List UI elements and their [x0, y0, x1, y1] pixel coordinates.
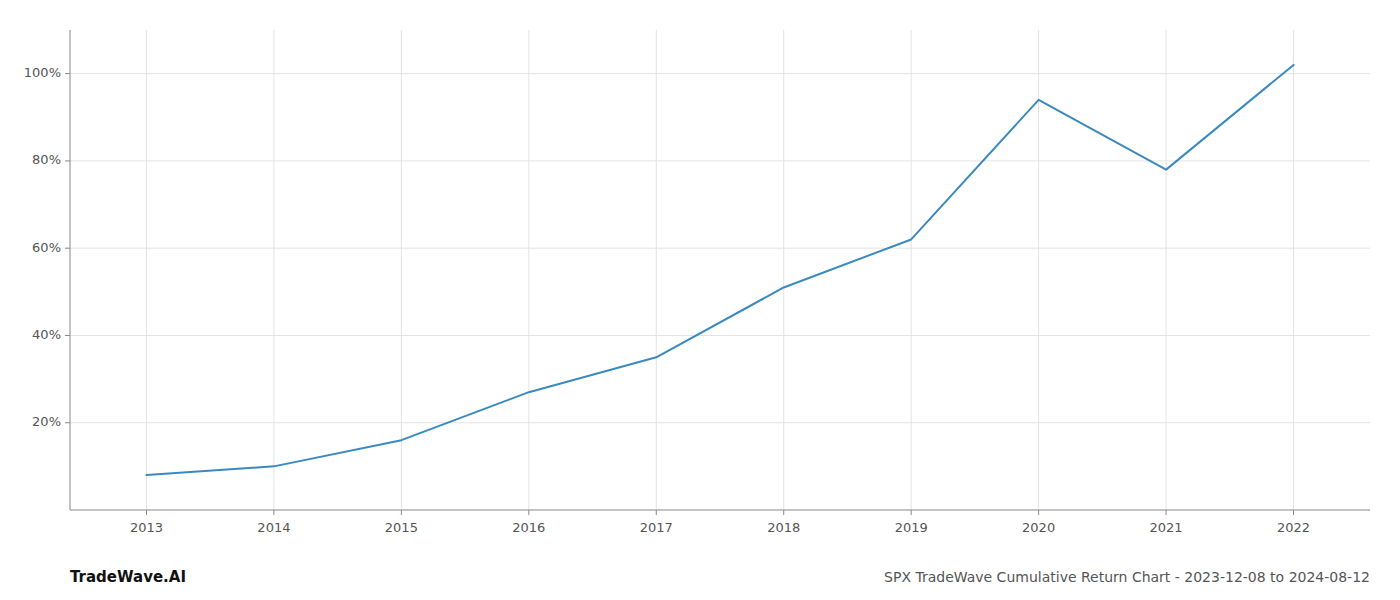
y-tick-label: 20% — [32, 414, 61, 429]
x-grid-line — [401, 30, 402, 510]
x-tick — [401, 510, 402, 515]
x-tick-label: 2013 — [130, 520, 163, 535]
series-line — [146, 65, 1293, 475]
x-tick-label: 2018 — [767, 520, 800, 535]
x-tick — [783, 510, 784, 515]
x-tick — [273, 510, 274, 515]
x-grid-line — [783, 30, 784, 510]
y-tick — [65, 73, 70, 74]
x-tick-label: 2021 — [1150, 520, 1183, 535]
x-tick-label: 2016 — [512, 520, 545, 535]
y-axis-line — [70, 30, 71, 510]
x-grid-line — [1038, 30, 1039, 510]
y-tick-label: 100% — [24, 65, 61, 80]
y-tick-label: 60% — [32, 240, 61, 255]
y-tick — [65, 160, 70, 161]
y-tick — [65, 335, 70, 336]
x-grid-line — [146, 30, 147, 510]
footer-annotation: TradeWave.AI — [70, 568, 186, 586]
chart-svg: 20% 40% 60% 80% 100% 2013 2014 2015 2016 2017 2018… — [0, 0, 1400, 600]
x-tick — [911, 510, 912, 515]
y-grid-line — [70, 335, 1370, 336]
x-grid-line — [273, 30, 274, 510]
x-tick-label: 2020 — [1022, 520, 1055, 535]
x-tick-label: 2017 — [640, 520, 673, 535]
x-tick-label: 2019 — [895, 520, 928, 535]
x-grid-line — [1293, 30, 1294, 510]
x-grid-line — [911, 30, 912, 510]
axes: 20% 40% 60% 80% 100% 2013 2014 2015 2016 2017 2018… — [24, 30, 1370, 535]
y-tick-label: 80% — [32, 152, 61, 167]
x-tick — [1038, 510, 1039, 515]
chart-container: 20% 40% 60% 80% 100% 2013 2014 2015 2016 2017 2018… — [0, 0, 1400, 600]
x-tick — [1166, 510, 1167, 515]
y-grid-line — [70, 73, 1370, 74]
y-grid-line — [70, 422, 1370, 423]
x-tick-label: 2014 — [257, 520, 290, 535]
chart-title: SPX TradeWave Cumulative Return Chart - … — [884, 569, 1370, 585]
footer: TradeWave.AI SPX TradeWave Cumulative Ret… — [70, 568, 1370, 586]
x-tick — [1293, 510, 1294, 515]
plot-area — [146, 65, 1293, 475]
x-tick-label: 2015 — [385, 520, 418, 535]
x-grid-line — [656, 30, 657, 510]
y-tick-label: 40% — [32, 327, 61, 342]
y-tick — [65, 422, 70, 423]
x-tick — [146, 510, 147, 515]
x-grid-line — [528, 30, 529, 510]
x-tick-label: 2022 — [1277, 520, 1310, 535]
x-grid-line — [1166, 30, 1167, 510]
x-tick — [528, 510, 529, 515]
grid — [70, 30, 1370, 510]
y-tick — [65, 248, 70, 249]
x-axis-line — [70, 510, 1370, 511]
x-tick — [656, 510, 657, 515]
y-grid-line — [70, 248, 1370, 249]
